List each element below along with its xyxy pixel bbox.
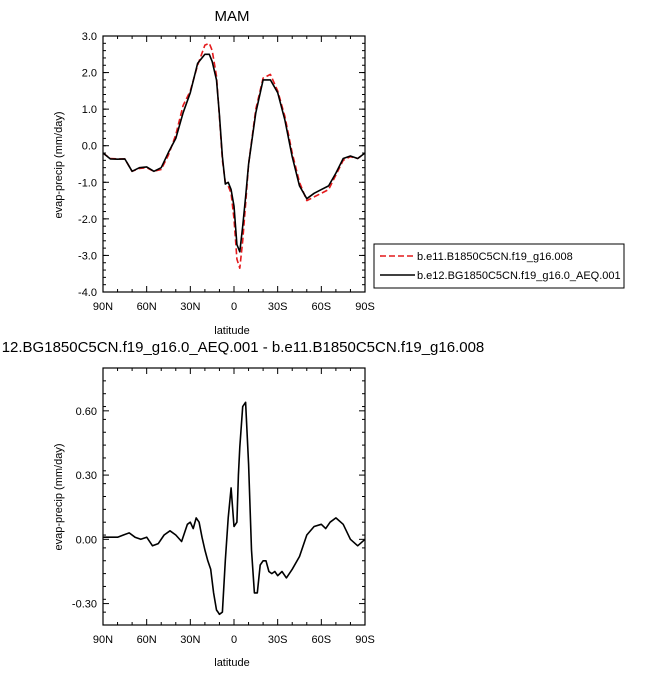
top-x-tick-label: 30N <box>180 301 200 313</box>
top-x-tick-label: 30S <box>268 301 288 313</box>
top-series-line-1 <box>102 53 366 253</box>
bottom-x-tick-label: 30S <box>268 634 288 646</box>
top-panel: MAM evap-precip (mm/day) latitude 90N 60N… <box>53 8 375 337</box>
bottom-chart-title: 12.BG1850C5CN.f19_g16.0_AEQ.001 - b.e11.… <box>2 339 485 356</box>
top-y-axis-label: evap-precip (mm/day) <box>53 112 65 219</box>
bottom-panel: 12.BG1850C5CN.f19_g16.0_AEQ.001 - b.e11.… <box>2 339 485 669</box>
bottom-series-line-0 <box>103 401 366 616</box>
top-x-axis-label: latitude <box>214 325 249 337</box>
bottom-y-axis-label: evap-precip (mm/day) <box>53 444 65 551</box>
top-tick-layer: 90N 60N 30N 0 30S 60S 90S -4.0 -3.0 -2.0 -1.0 0.0 1.… <box>78 31 375 313</box>
bottom-tick-layer: 90N 60N 30N 0 30S 60S 90S -0.30 0.00 0.30 0.60 <box>72 367 375 646</box>
top-x-tick-label: 60S <box>312 301 332 313</box>
top-plot-frame <box>102 35 366 293</box>
bottom-x-tick-label: 60N <box>137 634 157 646</box>
top-y-tick-label: -3.0 <box>78 250 97 262</box>
top-y-tick-label: -1.0 <box>78 177 97 189</box>
top-x-tick-label: 90N <box>93 301 113 313</box>
top-y-tick-label: 1.0 <box>82 104 97 116</box>
top-x-tick-label: 60N <box>137 301 157 313</box>
legend-label-aeq-experiment: b.e12.BG1850C5CN.f19_g16.0_AEQ.001 <box>417 270 621 282</box>
bottom-series-layer <box>103 401 366 616</box>
bottom-y-tick-label: 0.00 <box>76 534 97 546</box>
bottom-y-tick-label: -0.30 <box>72 599 97 611</box>
bottom-x-tick-label: 90N <box>93 634 113 646</box>
bottom-x-tick-label: 60S <box>312 634 332 646</box>
bottom-x-tick-label: 30N <box>180 634 200 646</box>
top-series-line-0 <box>102 42 366 270</box>
top-chart-title: MAM <box>215 8 250 25</box>
bottom-x-axis-label: latitude <box>214 657 249 669</box>
legend-box <box>373 243 625 289</box>
top-x-tick-label: 0 <box>231 301 237 313</box>
top-x-tick-label: 90S <box>355 301 375 313</box>
bottom-x-tick-label: 90S <box>355 634 375 646</box>
top-y-tick-label: 0.0 <box>82 141 97 153</box>
top-y-tick-label: -2.0 <box>78 214 97 226</box>
legend-label-cesm-control: b.e11.B1850C5CN.f19_g16.008 <box>417 251 573 263</box>
top-y-tick-label: 3.0 <box>82 31 97 43</box>
top-y-tick-label: -4.0 <box>78 287 97 299</box>
top-series-layer <box>102 42 366 270</box>
legend: b.e11.B1850C5CN.f19_g16.008 b.e12.BG1850… <box>373 243 625 289</box>
bottom-x-tick-label: 0 <box>231 634 237 646</box>
top-y-tick-label: 2.0 <box>82 68 97 80</box>
bottom-y-tick-label: 0.30 <box>76 470 97 482</box>
bottom-plot-frame <box>102 367 366 626</box>
bottom-y-tick-label: 0.60 <box>76 406 97 418</box>
